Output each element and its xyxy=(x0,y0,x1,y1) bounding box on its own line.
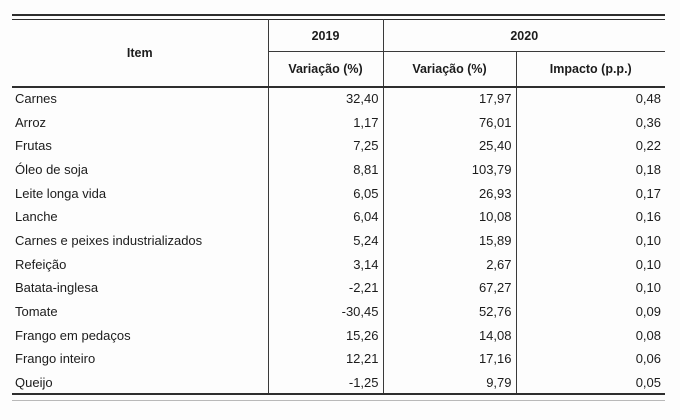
item-cell: Refeição xyxy=(12,252,269,276)
col-header-year-2019: 2019 xyxy=(268,19,384,52)
table-row: Óleo de soja 8,81 103,79 0,18 xyxy=(12,157,665,182)
impacto-2020-cell: 0,36 xyxy=(635,114,661,130)
col-header-item: Item xyxy=(12,19,269,87)
table-header: Item 2019 2020 Variação (%) Variação (%)… xyxy=(12,19,665,87)
variacao-2020-cell: 17,97 xyxy=(383,86,517,111)
item-cell: Lanche xyxy=(12,204,269,229)
item-cell: Frutas xyxy=(12,133,269,158)
impacto-2020-cell: 0,10 xyxy=(635,232,661,248)
variacao-2019-cell: 15,26 xyxy=(268,323,384,348)
variacao-2020-cell: 14,08 xyxy=(383,323,517,348)
table-row: Batata-inglesa -2,21 67,27 0,10 xyxy=(12,276,665,300)
item-cell: Frango inteiro xyxy=(12,347,269,371)
item-cell: Carnes e peixes industrializados xyxy=(12,228,269,253)
item-cell: Tomate xyxy=(12,299,269,324)
impacto-2020-cell: 0,06 xyxy=(635,351,661,367)
impacto-2020-cell: 0,18 xyxy=(635,161,661,177)
table-row: Arroz 1,17 76,01 0,36 xyxy=(12,110,665,134)
variacao-2019-cell: -2,21 xyxy=(268,276,384,300)
item-cell: Carnes xyxy=(12,86,269,111)
table-row: Carnes e peixes industrializados 5,24 15… xyxy=(12,228,665,253)
variacao-2019-cell: 5,24 xyxy=(268,228,384,253)
col-header-impacto-2020: Impacto (p.p.) xyxy=(549,61,632,76)
item-cell: Frango em pedaços xyxy=(12,323,269,348)
table-row: Queijo -1,25 9,79 0,05 xyxy=(12,370,665,395)
table-row: Leite longa vida 6,05 26,93 0,17 xyxy=(12,181,665,205)
price-variation-table: Item 2019 2020 Variação (%) Variação (%)… xyxy=(12,19,665,396)
impacto-2020-cell: 0,05 xyxy=(635,374,661,390)
variacao-2020-cell: 103,79 xyxy=(383,157,517,182)
price-variation-table-wrap: Item 2019 2020 Variação (%) Variação (%)… xyxy=(12,14,665,401)
impacto-2020-cell: 0,48 xyxy=(635,91,661,107)
item-cell: Óleo de soja xyxy=(12,157,269,182)
table-row: Frango em pedaços 15,26 14,08 0,08 xyxy=(12,323,665,348)
impacto-2020-cell: 0,10 xyxy=(635,256,661,272)
impacto-2020-cell: 0,09 xyxy=(635,304,661,320)
variacao-2019-cell: 1,17 xyxy=(268,110,384,134)
variacao-2020-cell: 26,93 xyxy=(383,181,517,205)
impacto-2020-cell: 0,10 xyxy=(635,280,661,296)
variacao-2019-cell: 32,40 xyxy=(268,86,384,111)
item-cell: Batata-inglesa xyxy=(12,276,269,300)
table-row: Refeição 3,14 2,67 0,10 xyxy=(12,252,665,276)
table-row: Tomate -30,45 52,76 0,09 xyxy=(12,299,665,324)
table-row: Frango inteiro 12,21 17,16 0,06 xyxy=(12,347,665,371)
item-cell: Leite longa vida xyxy=(12,181,269,205)
variacao-2019-cell: -30,45 xyxy=(268,299,384,324)
table-body: Carnes 32,40 17,97 0,48 Arroz 1,17 76,01… xyxy=(12,86,665,395)
col-header-variacao-2020: Variação (%) xyxy=(383,51,517,87)
item-cell: Arroz xyxy=(12,110,269,134)
variacao-2020-cell: 9,79 xyxy=(383,370,517,395)
impacto-2020-cell: 0,08 xyxy=(635,327,661,343)
variacao-2020-cell: 10,08 xyxy=(383,204,517,229)
variacao-2019-cell: 3,14 xyxy=(268,252,384,276)
header-row-measures: Variação (%) Variação (%) Impacto (p.p.) xyxy=(12,51,665,87)
impacto-2020-cell: 0,16 xyxy=(635,209,661,225)
header-row-years: Item 2019 2020 xyxy=(12,19,665,87)
variacao-2020-cell: 25,40 xyxy=(383,133,517,158)
variacao-2019-cell: 6,04 xyxy=(268,204,384,229)
table-row: Carnes 32,40 17,97 0,48 xyxy=(12,86,665,111)
variacao-2020-cell: 17,16 xyxy=(383,347,517,371)
impacto-2020-cell: 0,22 xyxy=(635,138,661,154)
variacao-2020-cell: 76,01 xyxy=(383,110,517,134)
variacao-2020-cell: 2,67 xyxy=(383,252,517,276)
col-header-year-2020: 2020 xyxy=(383,19,665,52)
table-row: Frutas 7,25 25,40 0,22 xyxy=(12,133,665,158)
variacao-2019-cell: 7,25 xyxy=(268,133,384,158)
variacao-2020-cell: 67,27 xyxy=(383,276,517,300)
variacao-2019-cell: 12,21 xyxy=(268,347,384,371)
col-header-variacao-2019: Variação (%) xyxy=(268,51,384,87)
variacao-2019-cell: 8,81 xyxy=(268,157,384,182)
table-row: Lanche 6,04 10,08 0,16 xyxy=(12,204,665,229)
variacao-2020-cell: 52,76 xyxy=(383,299,517,324)
impacto-2020-cell: 0,17 xyxy=(635,185,661,201)
variacao-2019-cell: 6,05 xyxy=(268,181,384,205)
item-cell: Queijo xyxy=(12,370,269,395)
variacao-2019-cell: -1,25 xyxy=(268,370,384,395)
variacao-2020-cell: 15,89 xyxy=(383,228,517,253)
